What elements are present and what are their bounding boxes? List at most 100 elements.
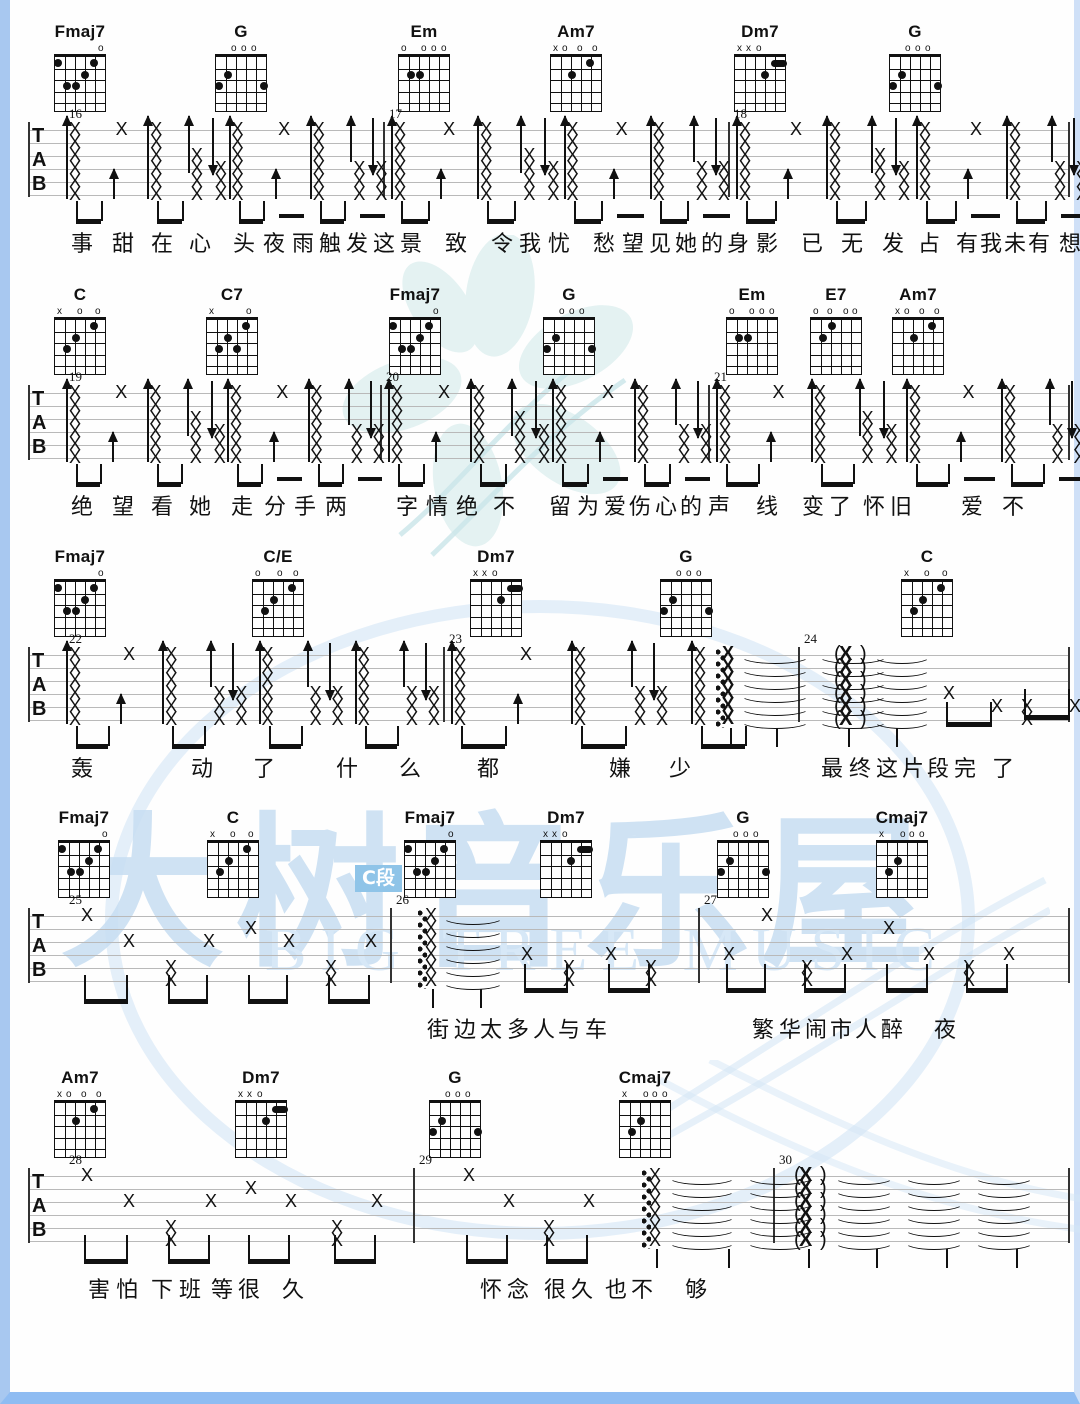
rhythm-tick — [432, 989, 434, 1008]
rhythm-tick — [480, 989, 482, 1008]
rhythm-stem — [76, 201, 78, 221]
finger-dot — [85, 856, 93, 865]
string-mute-x: X — [563, 957, 576, 977]
open-string-icon: o — [696, 568, 702, 579]
strum-down-arrow — [207, 118, 218, 176]
string-mute-x: X — [365, 931, 378, 951]
rhythm-stem — [990, 702, 992, 724]
finger-dot — [81, 70, 89, 79]
strum-up-arrow — [1002, 115, 1012, 199]
rhythm-beam — [821, 482, 853, 487]
rhythm-stem — [1068, 689, 1070, 717]
rhythm-stem — [461, 726, 463, 746]
finger-dot — [63, 345, 71, 353]
finger-dot — [72, 1116, 80, 1125]
string-mute-x: X — [69, 683, 82, 703]
strum-up-arrow — [447, 640, 457, 724]
fretboard-grid — [429, 1100, 482, 1158]
paren-left: ( — [794, 1203, 801, 1225]
rhythm-beam — [963, 477, 995, 481]
string-mute-x: X — [189, 408, 202, 428]
string-mute-x: X — [717, 158, 730, 178]
finger-dot — [425, 322, 433, 330]
fretboard-grid — [398, 54, 450, 112]
string-mute-x: X — [574, 657, 587, 677]
string-mute-x: X — [1051, 434, 1064, 454]
barline — [383, 122, 385, 197]
strum-up-arrow — [302, 640, 313, 687]
rhythm-tick — [656, 1249, 658, 1268]
open-string-icon: o — [909, 829, 915, 840]
lyric-syllable: 够 — [684, 1278, 708, 1303]
string-mute-x: X — [814, 434, 827, 454]
chord-diagram: Am7 x o o o — [52, 1068, 108, 1158]
string-mute-x: X — [190, 171, 203, 191]
rhythm-stem — [757, 464, 760, 484]
rhythm-stem — [701, 726, 703, 746]
strum-down-arrow — [368, 118, 379, 176]
muted-string-icon: x — [904, 568, 909, 579]
finger-dot — [67, 868, 75, 876]
string-mute-x: X — [652, 132, 665, 152]
string-mute-x: X — [480, 171, 493, 191]
string-mute-x: X — [829, 119, 842, 139]
string-mute-x: X — [898, 158, 911, 178]
lyric-syllable: 致 — [444, 232, 468, 257]
string-mute-x: X — [514, 421, 527, 441]
lyric-syllable: 害 — [87, 1278, 111, 1303]
rhythm-beam — [971, 214, 1000, 218]
rhythm-stem — [726, 964, 728, 990]
rhythm-stem — [745, 726, 747, 746]
string-mute-x: X — [231, 184, 244, 204]
open-string-icon: o — [448, 829, 454, 840]
staff-line — [28, 1189, 1070, 1190]
strum-down-arrow — [649, 643, 659, 701]
measure-number: 16 — [69, 106, 82, 121]
string-mute-x: X — [394, 171, 407, 191]
lyric-syllable: 段 — [926, 757, 950, 782]
string-mute-x: X — [829, 132, 842, 152]
lyric-syllable: 久 — [570, 1278, 594, 1303]
string-mute-x: X — [165, 696, 178, 716]
lyric-syllable: 心 — [654, 495, 678, 520]
held-chord-x: X — [799, 1229, 813, 1251]
section-tag-c: C段 — [355, 865, 402, 892]
fretboard-grid — [235, 1100, 288, 1158]
rhythm-stem — [126, 1235, 128, 1261]
rhythm-stem — [76, 464, 78, 484]
lyric-syllable: 车 — [584, 1018, 608, 1043]
barline — [728, 122, 730, 197]
string-mute-x: X — [375, 171, 388, 191]
staff-line — [28, 182, 1070, 183]
string-mute-x: X — [722, 643, 735, 663]
rhythm-stem — [562, 464, 564, 484]
open-mute-markers: o — [52, 569, 108, 579]
lyric-syllable: 闹 — [804, 1018, 828, 1043]
string-mute-x: X — [1009, 171, 1022, 191]
string-mute-x: X — [1073, 421, 1080, 441]
lyric-syllable: 很 — [543, 1278, 567, 1303]
finger-dot — [894, 856, 902, 865]
rhythm-beam — [746, 219, 775, 224]
string-mute-x: X — [637, 408, 650, 428]
string-mute-x: X — [814, 421, 827, 441]
string-mute-x: X — [69, 434, 82, 454]
finger-dot — [288, 584, 296, 592]
paren-left: ( — [834, 708, 841, 730]
string-mute-x: X — [372, 434, 385, 454]
fretboard-grid — [619, 1100, 671, 1158]
string-mute-x: X — [149, 395, 162, 415]
finger-dot — [270, 595, 278, 604]
rhythm-stem — [746, 201, 748, 221]
string-mute-x: X — [1051, 421, 1064, 441]
chord-diagram: Cmaj7 x o o o — [874, 808, 930, 898]
rhythm-tick — [946, 1249, 948, 1268]
staff-line — [28, 156, 1070, 157]
string-mute-x: X — [454, 670, 467, 690]
lyric-syllable: 等 — [210, 1278, 234, 1303]
fretboard-grid — [54, 317, 106, 375]
string-mute-x: X — [235, 709, 248, 729]
